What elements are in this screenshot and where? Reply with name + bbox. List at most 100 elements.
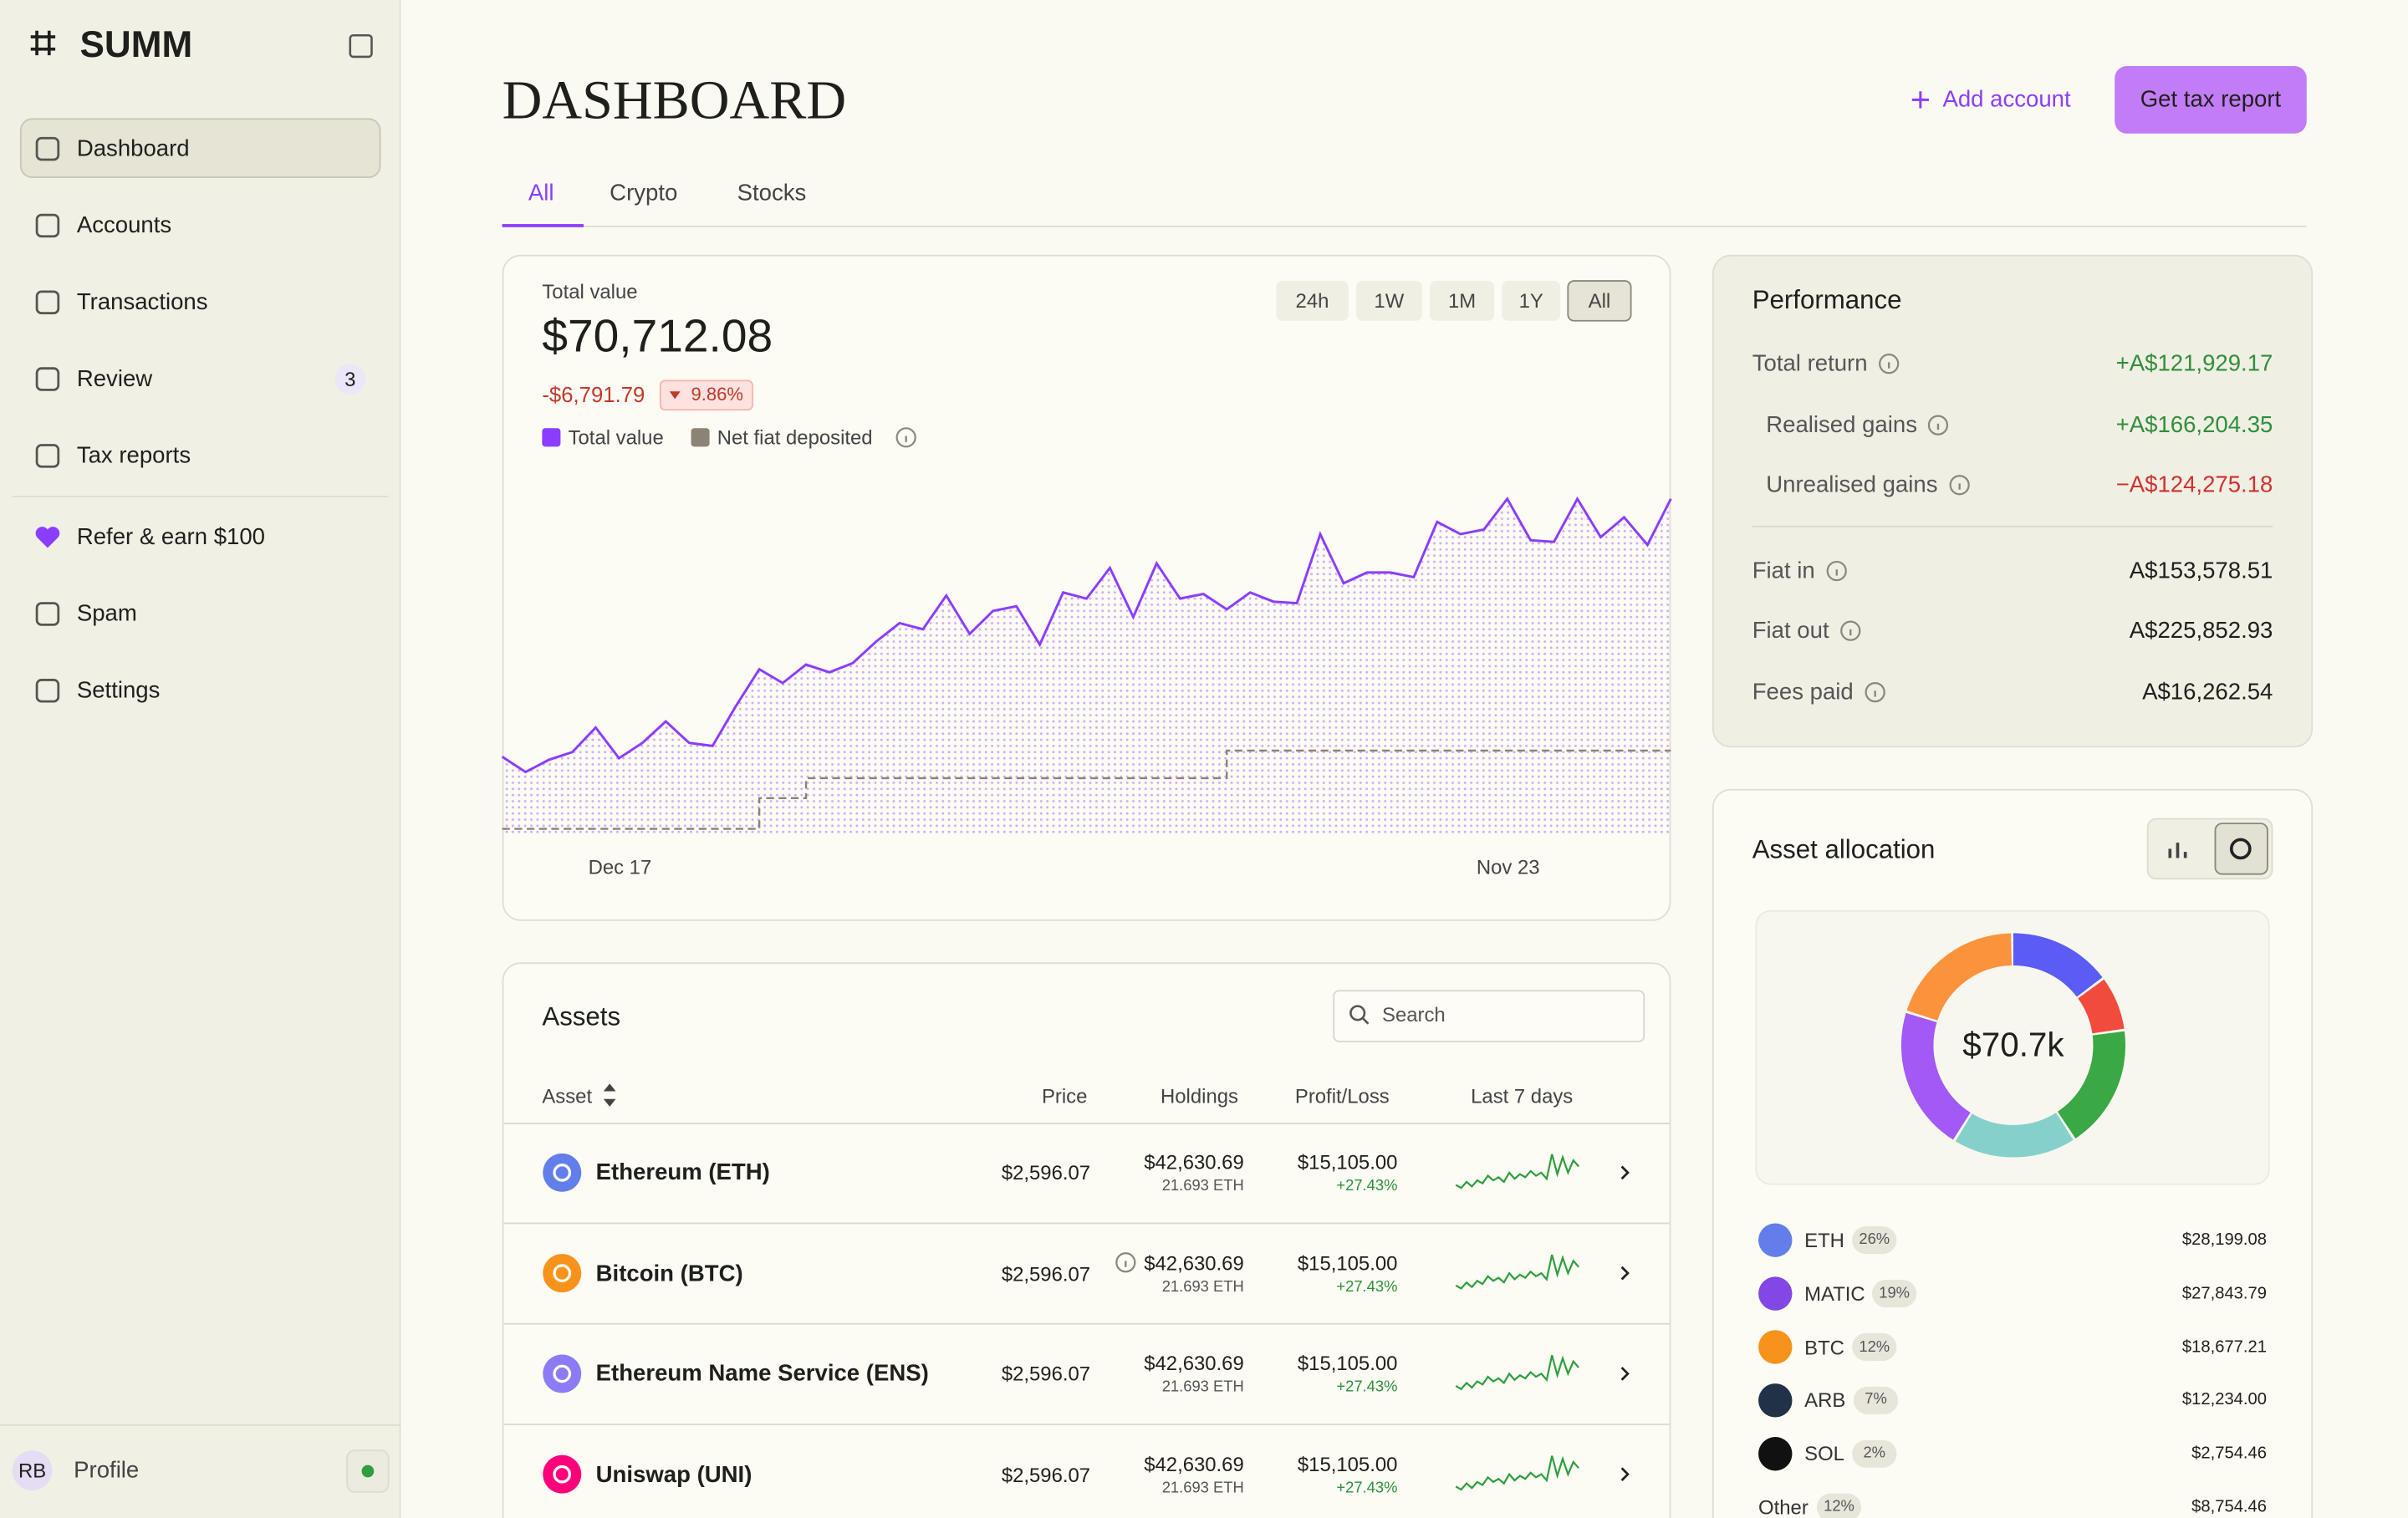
tax-report[interactable]: Get tax report [2140,86,2282,113]
add-account[interactable]: Add account [1942,86,2071,113]
info-icon [1840,620,1861,641]
toggle-selected[interactable] [2214,823,2268,875]
tab[interactable]: Stocks [737,180,807,206]
asset-icon [543,1254,582,1293]
nav-item[interactable]: Tax reports [76,442,191,469]
perf-label: Unrealised gains [1766,471,1938,498]
perf-label: Fees paid [1752,679,1854,706]
pct-pill [1871,1280,1917,1308]
alloc-symbol: MATIC [1804,1281,1865,1306]
column-header: Price [1041,1084,1088,1108]
alloc-pct: 12% [1824,1499,1854,1516]
asset-amount: 21.693 ETH [1161,1178,1244,1195]
asset-icon-inner [553,1264,572,1282]
asset-pl: $15,105.00 [1297,1150,1398,1174]
tab[interactable]: Crypto [610,180,678,206]
search-placeholder[interactable]: Search [1382,1002,1446,1026]
range-label[interactable]: 24h [1295,289,1329,313]
donut-segment [1900,933,2126,1158]
asset-holdings: $42,630.69 [1144,1150,1244,1174]
asset-name[interactable]: Ethereum Name Service (ENS) [595,1360,929,1388]
asset-pl-pct: +27.43% [1336,1278,1398,1296]
heart-icon [35,527,60,548]
range-button[interactable] [1502,281,1561,321]
alloc-pct: 19% [1879,1285,1910,1302]
asset-name[interactable]: Uniswap (UNI) [595,1461,752,1488]
donut-segment [1900,933,2126,1158]
search-box[interactable] [1333,990,1645,1042]
nav-icon [35,136,60,161]
alloc-value: $8,754.46 [2191,1498,2268,1517]
nav-item[interactable]: Settings [76,677,161,704]
search-icon [1349,1005,1366,1021]
range-label[interactable]: 1Y [1518,289,1543,313]
perf-value: A$153,578.51 [2129,558,2273,584]
range-label[interactable]: 1W [1374,289,1405,313]
range-label[interactable]: 1M [1447,289,1477,313]
nav-item[interactable]: Accounts [76,212,172,239]
asset-pl-pct: +27.43% [1336,1178,1398,1195]
legend-label: Total value [568,425,664,450]
alloc-symbol: SOL [1804,1442,1844,1465]
donut-segment [1900,933,2126,1158]
nav-item[interactable]: Transactions [76,289,208,316]
alloc-pct: 12% [1859,1338,1890,1356]
chevron[interactable] [1620,1165,1630,1180]
nav-icon [35,290,60,314]
coin-icon [1758,1276,1793,1311]
badge [334,364,366,395]
nav-item[interactable]: Review [76,365,153,393]
x-tick-label: Nov 23 [1476,855,1540,879]
range-button[interactable] [1355,281,1422,321]
review-badge: 3 [344,367,356,391]
chevron[interactable] [1620,1367,1630,1381]
card-title: Performance [1752,285,1902,315]
asset-holdings: $42,630.69 [1144,1351,1244,1375]
legend-swatch [542,428,561,447]
pct-pill [1816,1493,1862,1518]
nav-selected[interactable] [19,118,381,178]
tax-button[interactable] [2115,65,2307,134]
asset-amount: 21.693 ETH [1161,1480,1244,1497]
range-button[interactable] [1567,280,1632,322]
pct-pill [1852,1439,1897,1468]
alloc-value: $28,199.08 [2181,1230,2268,1250]
tab[interactable]: All [528,180,554,206]
nav-item[interactable]: Spam [76,600,137,628]
logo: SUMM [79,24,193,66]
legend-swatch [691,428,710,447]
asset-name[interactable]: Bitcoin (BTC) [595,1260,743,1286]
line [501,496,1672,774]
perf-value: −A$124,275.18 [2115,471,2273,498]
asset-pl: $15,105.00 [1297,1251,1398,1275]
perf-value: +A$166,204.35 [2115,412,2273,439]
coin-icon [1758,1330,1793,1364]
range-button[interactable] [1276,281,1349,321]
asset-icon-inner [553,1364,572,1383]
pct-pill [1852,1332,1897,1361]
nav-item[interactable]: Refer & earn $100 [76,524,265,551]
chevron[interactable] [1620,1467,1630,1481]
divider [0,1424,401,1426]
profile[interactable]: Profile [74,1457,140,1484]
range-button[interactable] [1430,281,1495,321]
coin-icon [1758,1437,1793,1471]
alloc-value: $2,754.46 [2191,1444,2268,1464]
card-title: Assets [542,1002,621,1032]
sort-icon [603,1083,616,1107]
alloc-symbol: Other [1758,1495,1809,1518]
nav-icon [35,444,60,468]
info-icon [1927,415,1949,436]
status-dot [361,1465,375,1478]
chevron[interactable] [1620,1266,1630,1281]
range-label[interactable]: All [1588,289,1611,313]
asset-price: $2,596.07 [1001,1362,1091,1386]
asset-name[interactable]: Ethereum (ETH) [595,1159,770,1186]
nav-item[interactable]: Dashboard [76,135,190,162]
asset-price: $2,596.07 [1001,1261,1091,1285]
asset-pl-pct: +27.43% [1336,1378,1398,1397]
column-header: Profit/Loss [1294,1084,1390,1108]
donut-center: $70.7k [1962,1025,2064,1064]
nav-icon [35,679,60,703]
